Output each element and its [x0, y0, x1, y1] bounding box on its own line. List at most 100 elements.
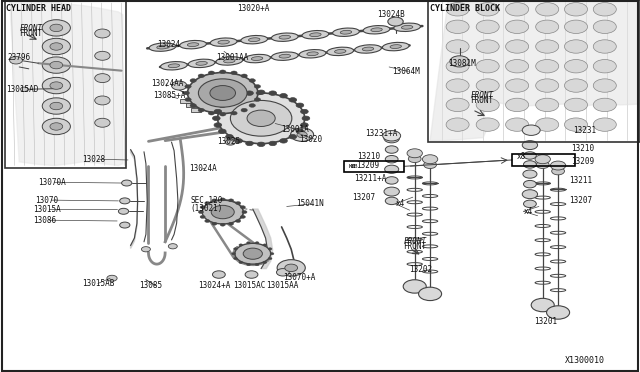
Circle shape	[218, 129, 226, 134]
Circle shape	[50, 24, 63, 32]
Circle shape	[214, 123, 221, 127]
Text: 13064M: 13064M	[392, 67, 420, 76]
Ellipse shape	[333, 28, 359, 36]
Circle shape	[208, 111, 214, 115]
Text: 13211+A: 13211+A	[354, 174, 387, 183]
Circle shape	[220, 223, 225, 226]
Circle shape	[384, 187, 399, 196]
Circle shape	[42, 77, 70, 94]
Text: 13025: 13025	[218, 137, 241, 146]
Circle shape	[536, 60, 559, 73]
Circle shape	[236, 202, 241, 205]
Circle shape	[95, 29, 110, 38]
Circle shape	[268, 248, 272, 250]
Circle shape	[523, 170, 537, 178]
Circle shape	[524, 161, 536, 168]
Text: 13024B: 13024B	[378, 10, 405, 19]
Circle shape	[42, 118, 70, 135]
Text: FRONT: FRONT	[19, 29, 42, 38]
Ellipse shape	[241, 35, 268, 44]
Text: 13209: 13209	[356, 161, 379, 170]
Circle shape	[234, 257, 237, 260]
Circle shape	[296, 129, 304, 134]
Bar	[191, 108, 201, 112]
Circle shape	[212, 271, 225, 278]
Circle shape	[522, 190, 538, 199]
Text: 13207: 13207	[352, 193, 375, 202]
Text: 13081M: 13081M	[448, 60, 476, 68]
Circle shape	[225, 139, 236, 145]
Circle shape	[536, 79, 559, 92]
Circle shape	[122, 180, 132, 186]
Circle shape	[42, 20, 70, 36]
Text: 13086: 13086	[33, 216, 56, 225]
Text: SEC.120: SEC.120	[191, 196, 223, 205]
Circle shape	[424, 161, 436, 169]
Ellipse shape	[168, 64, 180, 68]
Circle shape	[385, 197, 398, 205]
Text: FRONT: FRONT	[403, 242, 426, 251]
Circle shape	[301, 109, 308, 114]
Circle shape	[246, 242, 250, 244]
Text: KB: KB	[349, 164, 356, 169]
Ellipse shape	[394, 23, 420, 32]
Polygon shape	[253, 209, 273, 269]
Circle shape	[185, 84, 191, 88]
Ellipse shape	[340, 31, 351, 34]
Text: 13231+A: 13231+A	[365, 129, 397, 138]
Ellipse shape	[188, 43, 199, 46]
Circle shape	[246, 141, 253, 146]
Circle shape	[190, 104, 196, 108]
Circle shape	[205, 202, 210, 205]
Ellipse shape	[310, 33, 321, 36]
Circle shape	[296, 103, 304, 108]
Circle shape	[446, 118, 469, 131]
Polygon shape	[10, 1, 123, 166]
Circle shape	[385, 155, 398, 163]
Circle shape	[269, 141, 276, 146]
Polygon shape	[430, 1, 639, 141]
Circle shape	[208, 71, 214, 75]
Circle shape	[506, 40, 529, 53]
Circle shape	[476, 118, 499, 131]
Circle shape	[234, 248, 237, 250]
Circle shape	[302, 116, 310, 121]
Circle shape	[564, 20, 588, 33]
Circle shape	[120, 222, 130, 228]
Ellipse shape	[307, 52, 318, 56]
Circle shape	[301, 123, 308, 127]
Text: 13202: 13202	[410, 265, 433, 274]
Circle shape	[50, 43, 63, 50]
Circle shape	[522, 141, 538, 150]
Text: 23796: 23796	[8, 53, 31, 62]
Text: 13210: 13210	[357, 152, 380, 161]
Circle shape	[385, 177, 398, 184]
Circle shape	[50, 61, 63, 69]
Text: 13015AC: 13015AC	[234, 281, 266, 290]
Circle shape	[384, 134, 399, 143]
Circle shape	[50, 82, 63, 89]
Circle shape	[242, 211, 247, 214]
Circle shape	[228, 222, 234, 225]
Text: 13015AA: 13015AA	[266, 281, 299, 290]
Circle shape	[198, 211, 204, 214]
Circle shape	[20, 87, 28, 92]
Ellipse shape	[216, 57, 243, 65]
Ellipse shape	[355, 45, 381, 53]
Text: x8: x8	[517, 152, 526, 161]
Circle shape	[239, 261, 243, 263]
Circle shape	[270, 253, 274, 255]
Circle shape	[564, 40, 588, 53]
Circle shape	[220, 198, 225, 201]
Circle shape	[476, 20, 499, 33]
Circle shape	[552, 167, 564, 175]
Circle shape	[218, 93, 305, 144]
Circle shape	[10, 57, 22, 64]
Circle shape	[506, 60, 529, 73]
Circle shape	[249, 78, 255, 82]
Text: x4: x4	[396, 199, 404, 208]
Circle shape	[212, 199, 217, 202]
Text: 13231: 13231	[573, 126, 596, 135]
Circle shape	[385, 165, 399, 173]
Text: 13211: 13211	[570, 176, 593, 185]
